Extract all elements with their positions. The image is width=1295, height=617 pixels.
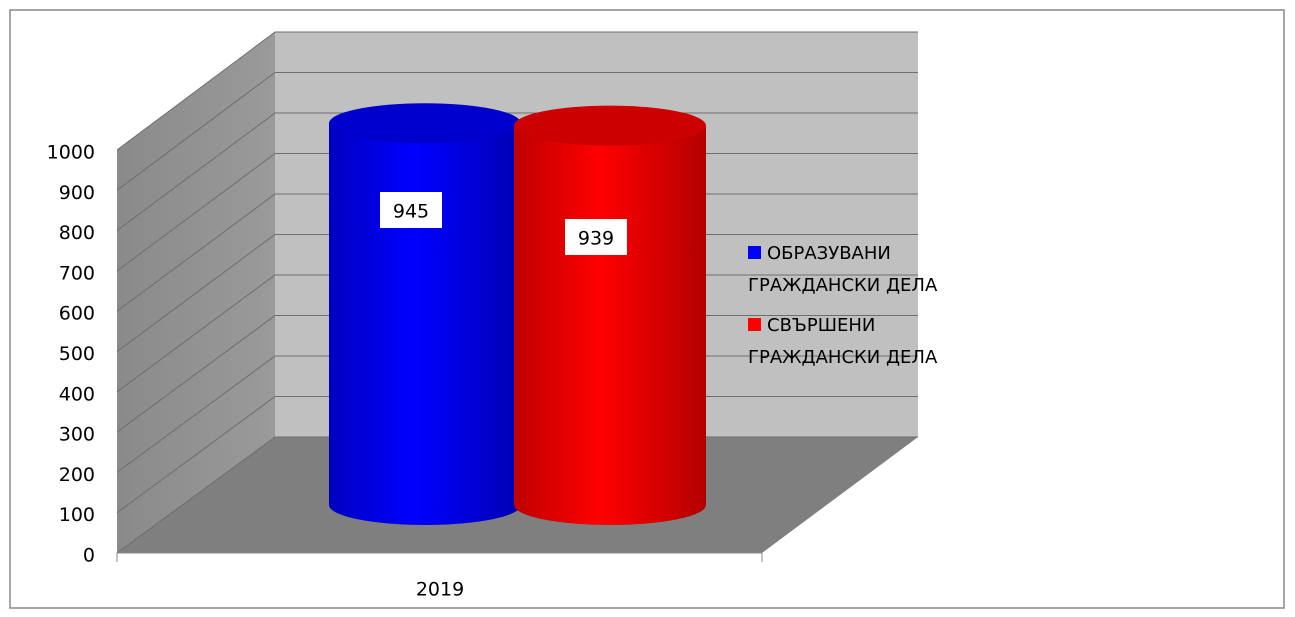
legend-swatch: [748, 246, 761, 259]
y-tick-label: 700: [59, 262, 95, 284]
data-label-box: [380, 192, 442, 228]
legend-label: ОБРАЗУВАНИ ГРАЖДАНСКИ ДЕЛА: [748, 243, 938, 296]
y-tick-label: 1000: [47, 142, 95, 164]
data-label: 945: [393, 201, 429, 223]
y-tick-label: 500: [59, 343, 95, 365]
bar: [329, 123, 521, 525]
grid-line: [116, 72, 918, 191]
legend-entry: СВЪРШЕНИ ГРАЖДАНСКИ ДЕЛА: [748, 310, 1008, 374]
y-tick-label: 800: [59, 222, 95, 244]
bar-top: [329, 103, 521, 144]
y-tick-label: 200: [59, 464, 95, 486]
bar: [514, 125, 706, 526]
y-tick-label: 900: [59, 182, 95, 204]
y-tick-label: 0: [83, 545, 95, 567]
data-label: 939: [578, 228, 614, 250]
y-tick-label: 300: [59, 424, 95, 446]
legend-swatch: [748, 318, 761, 331]
legend-label: СВЪРШЕНИ ГРАЖДАНСКИ ДЕЛА: [748, 315, 938, 368]
bar-top: [514, 105, 706, 146]
data-label-box: [565, 219, 627, 255]
grid-line: [116, 112, 918, 232]
x-tick-label: 2019: [416, 579, 464, 601]
y-tick-label: 400: [59, 383, 95, 405]
y-tick-label: 100: [59, 504, 95, 526]
grid-line: [116, 31, 918, 151]
y-tick-label: 600: [59, 303, 95, 325]
legend-entry: ОБРАЗУВАНИ ГРАЖДАНСКИ ДЕЛА: [748, 238, 1008, 302]
